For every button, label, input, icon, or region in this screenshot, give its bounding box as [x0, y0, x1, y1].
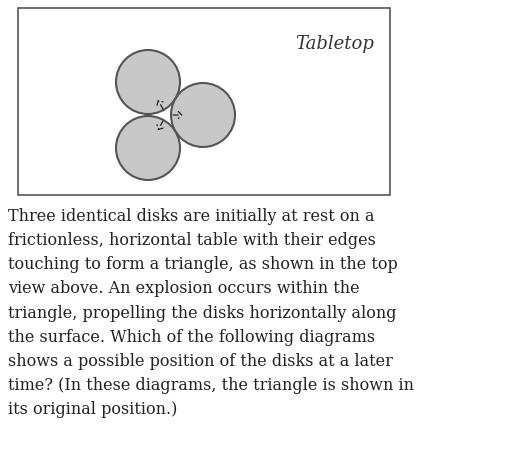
- Text: Tabletop: Tabletop: [295, 35, 374, 53]
- Circle shape: [116, 116, 180, 180]
- Circle shape: [171, 83, 235, 147]
- Circle shape: [116, 50, 180, 114]
- Text: Three identical disks are initially at rest on a
frictionless, horizontal table : Three identical disks are initially at r…: [8, 208, 414, 418]
- Bar: [18, 8, 390, 195]
